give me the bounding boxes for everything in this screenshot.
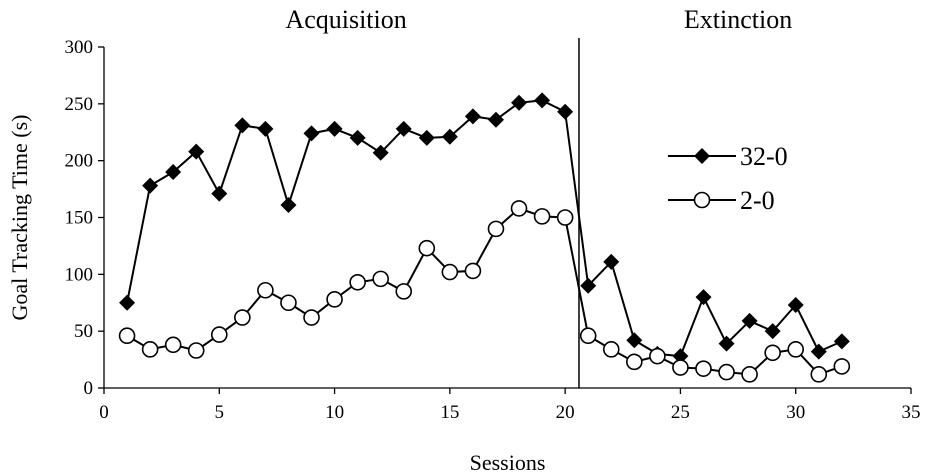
data-point-diamond [188,143,205,160]
data-point-circle [810,366,828,383]
phase-label-extinction: Extinction [684,5,792,34]
legend-label: 32-0 [740,142,788,171]
data-point-circle [164,336,182,354]
data-point-circle [833,358,851,375]
data-point-diamond [626,332,643,349]
legend: 32-0 2-0 [668,142,788,215]
data-point-circle [187,342,205,359]
data-point-diamond [534,92,551,109]
data-point-diamond [764,323,781,340]
data-point-circle [118,327,136,345]
data-point-diamond [257,120,274,137]
data-point-circle [464,262,482,280]
legend-marker-diamond [694,148,710,164]
x-tick-label: 0 [99,402,109,423]
data-point-circle [718,363,735,381]
x-tick-label: 5 [215,402,225,423]
data-point-circle [626,353,643,371]
data-point-diamond [672,348,689,365]
data-point-circle [141,341,159,358]
data-point-diamond [718,335,735,352]
data-point-diamond [303,125,320,142]
legend-item: 2-0 [668,186,775,215]
data-point-diamond [741,312,758,329]
data-point-diamond [372,144,389,161]
legend-marker-circle [693,191,711,209]
data-point-diamond [395,120,412,137]
data-point-circle [395,283,413,300]
data-point-diamond [119,294,136,311]
series-2-0 [118,200,851,383]
x-axis-title: Sessions [470,450,546,475]
data-point-diamond [603,253,620,270]
y-tick-label: 0 [84,378,94,399]
data-point-diamond [487,111,504,128]
data-point-diamond [810,343,827,360]
data-point-diamond [142,177,159,194]
data-point-circle [695,360,712,377]
data-point-circle [418,239,436,257]
data-point-diamond [833,333,850,350]
data-point-diamond [349,129,366,146]
data-point-diamond [787,297,804,314]
y-tick-label: 150 [65,208,94,229]
data-point-circle [579,327,597,345]
data-point-circle [649,347,666,365]
data-point-circle [510,200,528,217]
y-tick-label: 300 [65,37,94,58]
data-point-circle [349,273,366,291]
data-point-diamond [234,117,251,134]
data-point-circle [326,291,343,308]
data-point-diamond [557,103,574,120]
data-point-circle [234,309,251,326]
axes-layer: 0 50 100 150 200 250 300 0 5 10 15 20 25 30 35 Sessions… [7,37,921,475]
data-point-diamond [580,277,597,294]
data-point-circle [210,326,228,343]
y-tick-label: 50 [74,321,93,342]
data-point-diamond [464,108,481,125]
x-tick-label: 10 [325,402,344,423]
data-point-circle [672,359,689,376]
data-point-circle [787,341,805,358]
legend-item: 32-0 [668,142,788,171]
data-point-diamond [441,128,458,145]
data-point-circle [602,341,620,358]
x-tick-label: 15 [440,402,459,423]
data-point-circle [372,270,389,288]
data-point-circle [303,309,320,326]
data-point-circle [533,208,551,225]
y-tick-label: 100 [65,264,94,285]
y-axis-title: Goal Tracking Time (s) [7,115,32,321]
y-tick-label: 200 [65,151,94,172]
series-line [126,207,843,376]
data-point-circle [257,281,274,299]
data-point-circle [487,220,505,238]
data-point-diamond [418,129,435,146]
data-point-diamond [211,185,228,202]
data-point-circle [441,263,459,281]
x-tick-label: 30 [786,402,805,423]
series-32-0 [119,92,850,365]
data-point-diamond [511,94,528,111]
y-tick-label: 250 [65,94,94,115]
legend-label: 2-0 [740,186,775,215]
data-point-circle [280,294,297,312]
series-layer [118,92,851,383]
data-point-circle [741,366,758,383]
data-point-diamond [165,164,182,181]
data-point-diamond [280,196,297,213]
phase-layer: Acquisition Extinction [285,5,792,388]
data-point-diamond [326,120,343,137]
x-tick-label: 25 [671,402,690,423]
data-point-circle [556,209,574,226]
x-tick-label: 35 [902,402,921,423]
x-tick-label: 20 [556,402,575,423]
data-point-diamond [695,289,712,306]
phase-label-acquisition: Acquisition [285,5,406,34]
data-point-circle [764,344,781,362]
